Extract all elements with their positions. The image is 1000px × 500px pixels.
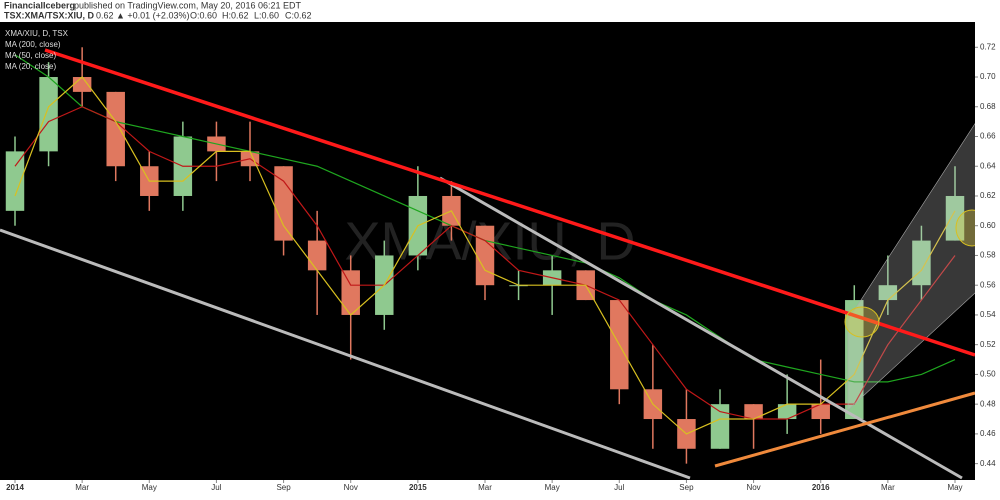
- y-tick-label: 0.66: [980, 132, 996, 141]
- last: 0.62: [96, 10, 114, 20]
- x-tick-label: Nov: [344, 483, 358, 492]
- y-tick-label: 0.58: [980, 251, 996, 260]
- y-tick-label: 0.48: [980, 399, 996, 408]
- trendline: [44, 48, 976, 357]
- x-tick-label: Mar: [75, 483, 89, 492]
- close: C:0.62: [285, 10, 312, 20]
- change: ▲ +0.01 (+2.03%): [116, 10, 189, 20]
- x-tick-label: May: [545, 483, 560, 492]
- x-tick-label: 2014: [6, 483, 24, 492]
- y-tick-label: 0.60: [980, 221, 996, 230]
- y-tick-label: 0.70: [980, 72, 996, 81]
- x-tick-label: Nov: [746, 483, 760, 492]
- x-tick-label: May: [142, 483, 157, 492]
- y-tick-label: 0.52: [980, 340, 996, 349]
- y-tick-label: 0.50: [980, 370, 996, 379]
- moving-average: [14, 76, 956, 435]
- x-tick-label: 2016: [812, 483, 830, 492]
- symbol: TSX:XMA/TSX:XIU, D: [4, 10, 95, 20]
- legend-entry: MA (50, close): [5, 51, 56, 60]
- y-tick-label: 0.56: [980, 280, 996, 289]
- y-tick-label: 0.62: [980, 191, 996, 200]
- candle-body: [5, 151, 25, 211]
- candle-body: [945, 195, 965, 241]
- x-tick-label: Jul: [211, 483, 221, 492]
- candle-body: [72, 77, 92, 92]
- y-tick-label: 0.46: [980, 429, 996, 438]
- candle-body: [274, 166, 293, 241]
- candle-body: [341, 270, 360, 315]
- candle-body: [307, 240, 327, 271]
- y-tick-label: 0.44: [980, 459, 996, 468]
- x-tick-label: Sep: [276, 483, 291, 492]
- x-tick-label: Mar: [881, 483, 895, 492]
- candle-body: [475, 225, 495, 286]
- publisher[interactable]: FinancialIceberg: [4, 0, 75, 10]
- y-tick-label: 0.72: [980, 42, 996, 51]
- y-tick-label: 0.68: [980, 102, 996, 111]
- candle-body: [845, 300, 864, 420]
- published: published on TradingView.com, May 20, 20…: [74, 0, 301, 10]
- y-tick-label: 0.54: [980, 310, 996, 319]
- high: H:0.62: [222, 10, 249, 20]
- trendline: [0, 228, 691, 480]
- x-tick-label: Sep: [679, 483, 694, 492]
- price-axis: [975, 22, 1000, 495]
- trendline: [714, 391, 976, 468]
- legend-title: XMA/XIU, D, TSX: [5, 29, 69, 38]
- legend-entry: MA (200, close): [5, 40, 61, 49]
- candle-body: [777, 404, 797, 420]
- highlight: [844, 306, 880, 338]
- x-tick-label: Jul: [614, 483, 624, 492]
- candle-body: [811, 404, 830, 420]
- low: L:0.60: [254, 10, 279, 20]
- candle-body: [710, 404, 730, 449]
- open: O:0.60: [190, 10, 217, 20]
- channel: [847, 84, 1000, 411]
- x-tick-label: Mar: [478, 483, 492, 492]
- x-tick-label: May: [947, 483, 962, 492]
- legend-entry: MA (20, close): [5, 62, 56, 71]
- candle-body: [106, 91, 125, 167]
- candle-body: [744, 404, 763, 420]
- trendline: [439, 176, 963, 480]
- candle-body: [39, 77, 58, 152]
- x-tick-label: 2015: [409, 483, 427, 492]
- moving-average: [14, 106, 956, 420]
- y-tick-label: 0.64: [980, 161, 996, 170]
